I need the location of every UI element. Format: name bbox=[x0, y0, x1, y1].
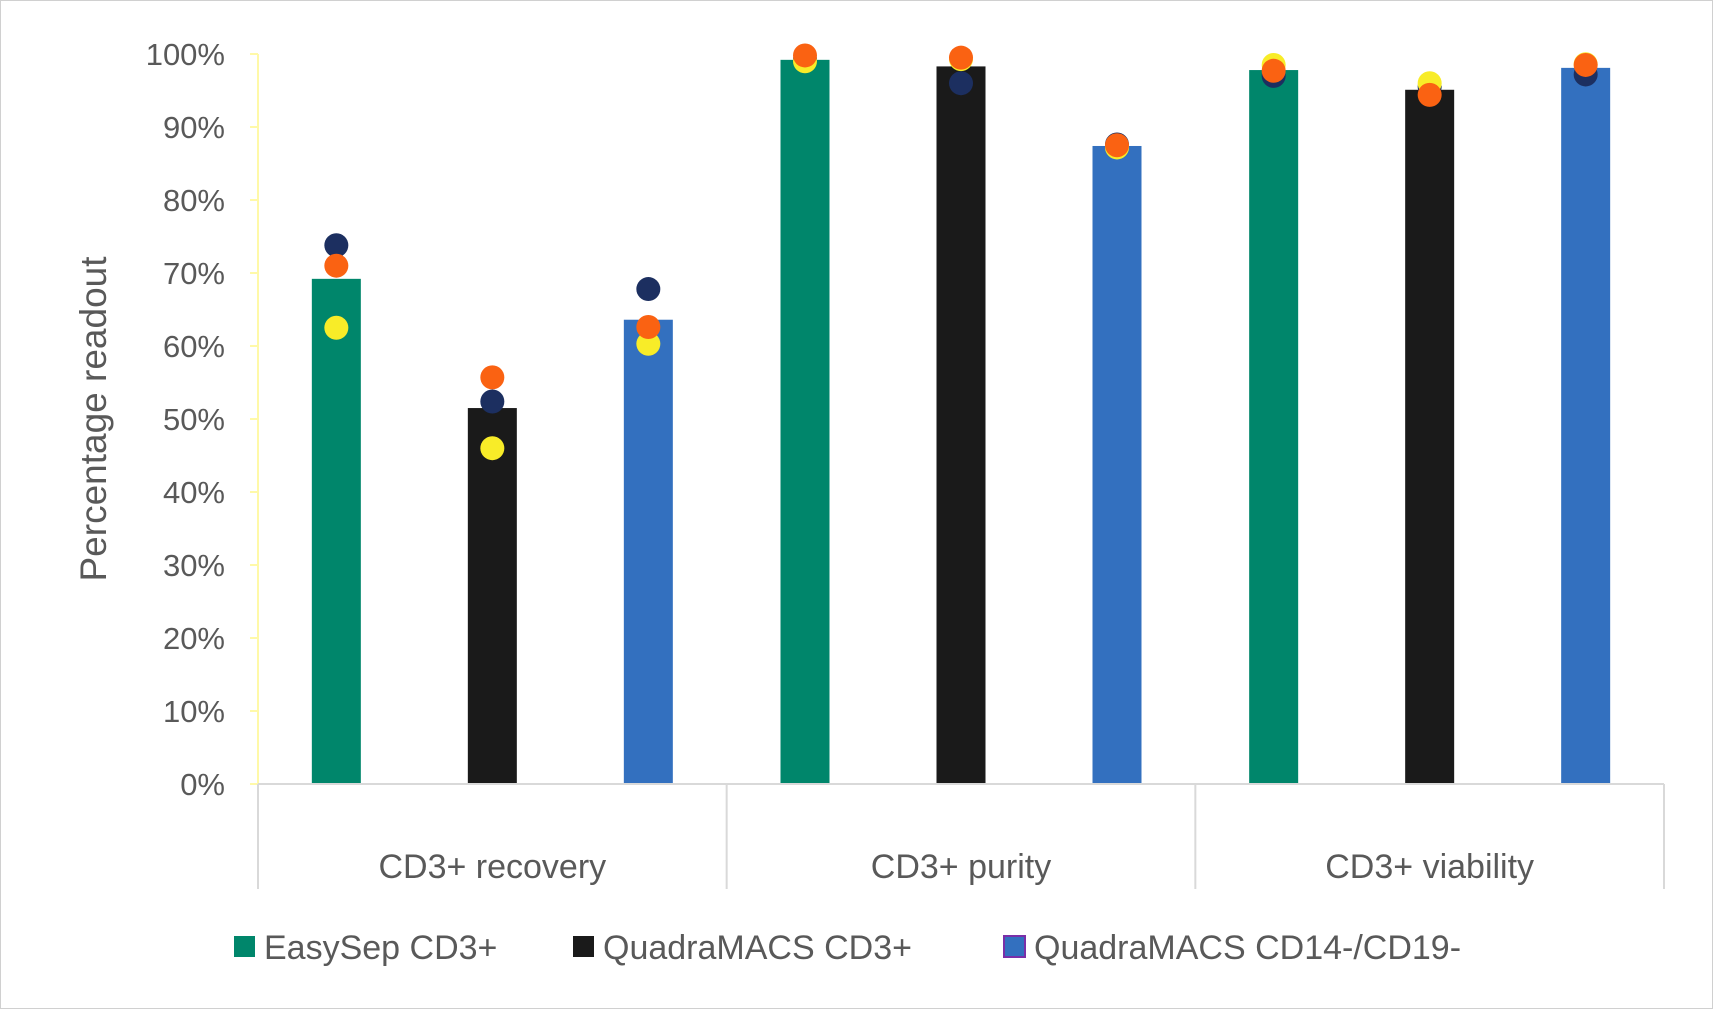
replicate-point bbox=[324, 315, 349, 340]
replicate-point bbox=[480, 436, 505, 461]
replicate-point bbox=[1573, 52, 1598, 77]
bar bbox=[780, 59, 830, 784]
replicate-point bbox=[1105, 133, 1129, 158]
y-tick-label: 20% bbox=[163, 621, 225, 656]
legend-swatch-quadramacs-cd3 bbox=[573, 936, 594, 957]
y-tick-label: 80% bbox=[163, 183, 225, 218]
replicate-point bbox=[636, 277, 661, 302]
replicate-point bbox=[949, 71, 973, 96]
replicate-point bbox=[949, 45, 973, 70]
y-tick-labels: 0% 10% 20% 30% 40% 50% 60% 70% 80% 90% 100% bbox=[146, 37, 225, 802]
y-tick-label: 10% bbox=[163, 694, 225, 729]
category-label-viability: CD3+ viability bbox=[1325, 848, 1534, 886]
y-tick-label: 60% bbox=[163, 329, 225, 364]
category-labels: CD3+ recovery CD3+ purity CD3+ viability bbox=[378, 848, 1534, 886]
replicate-point bbox=[324, 233, 349, 258]
legend: EasySep CD3+ QuadraMACS CD3+ QuadraMACS … bbox=[234, 929, 1461, 967]
replicate-point bbox=[1261, 58, 1286, 83]
bar bbox=[1405, 89, 1455, 784]
category-label-recovery: CD3+ recovery bbox=[378, 848, 606, 886]
replicate-points bbox=[324, 43, 1598, 461]
replicate-point bbox=[793, 43, 817, 68]
legend-swatch-quadramacs-cd14-cd19 bbox=[1003, 935, 1026, 958]
y-tick-label: 50% bbox=[163, 402, 225, 437]
legend-label-easysep: EasySep CD3+ bbox=[264, 929, 497, 967]
y-axis bbox=[250, 53, 259, 785]
y-tick-label: 70% bbox=[163, 256, 225, 291]
legend-swatch-easysep bbox=[234, 936, 255, 957]
bar bbox=[1092, 145, 1142, 785]
y-axis-title: Percentage readout bbox=[73, 256, 114, 582]
y-tick-label: 30% bbox=[163, 548, 225, 583]
y-tick-label: 100% bbox=[146, 37, 225, 72]
replicate-point bbox=[636, 315, 661, 340]
x-axis bbox=[257, 783, 1665, 889]
bars bbox=[311, 59, 1611, 785]
y-tick-label: 40% bbox=[163, 475, 225, 510]
bar bbox=[1561, 67, 1611, 785]
bar bbox=[311, 278, 361, 784]
bar bbox=[936, 66, 986, 784]
legend-label-quadramacs-cd3: QuadraMACS CD3+ bbox=[603, 929, 912, 967]
replicate-point bbox=[636, 331, 661, 356]
category-label-purity: CD3+ purity bbox=[871, 848, 1051, 886]
replicate-point bbox=[1417, 82, 1442, 107]
bar bbox=[623, 319, 673, 784]
legend-label-quadramacs-cd14-cd19: QuadraMACS CD14-/CD19- bbox=[1034, 929, 1461, 967]
y-tick-label: 90% bbox=[163, 110, 225, 145]
replicate-point bbox=[324, 253, 349, 278]
bar bbox=[1249, 70, 1299, 784]
replicate-point bbox=[480, 365, 505, 390]
y-tick-label: 0% bbox=[180, 767, 225, 802]
replicate-point bbox=[480, 389, 505, 414]
bar bbox=[467, 408, 517, 784]
